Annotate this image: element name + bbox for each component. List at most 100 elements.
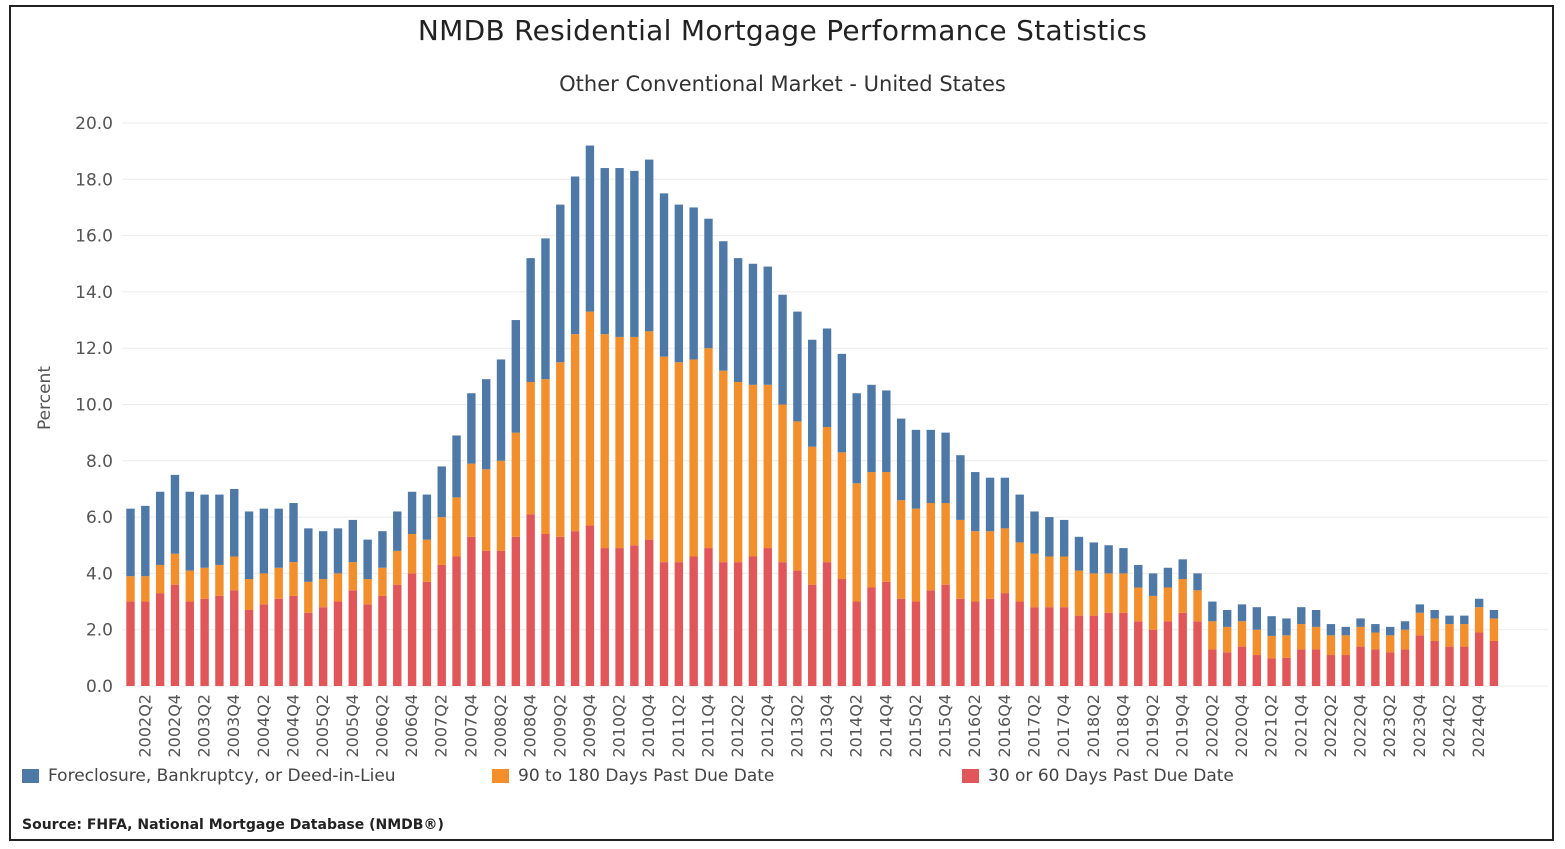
bar-segment-days90[interactable] xyxy=(600,334,609,549)
bar-segment-foreclosure[interactable] xyxy=(1326,624,1336,636)
bar-segment-days30[interactable] xyxy=(1267,658,1276,686)
bar-segment-days30[interactable] xyxy=(452,556,461,686)
bar-segment-days90[interactable] xyxy=(882,472,891,582)
bar-segment-foreclosure[interactable] xyxy=(748,263,758,385)
bar-segment-days30[interactable] xyxy=(556,536,565,686)
bar-segment-days90[interactable] xyxy=(1134,587,1143,622)
bar-segment-days90[interactable] xyxy=(733,381,743,563)
bar-segment-foreclosure[interactable] xyxy=(496,359,506,461)
bar-segment-days30[interactable] xyxy=(437,564,446,686)
bar-segment-foreclosure[interactable] xyxy=(1252,607,1262,630)
bar-segment-foreclosure[interactable] xyxy=(1400,621,1410,630)
bar-segment-days30[interactable] xyxy=(1015,601,1024,686)
bar-segment-foreclosure[interactable] xyxy=(1059,519,1069,557)
bar-segment-days90[interactable] xyxy=(378,567,387,596)
bar-segment-foreclosure[interactable] xyxy=(882,390,891,473)
bar-segment-foreclosure[interactable] xyxy=(185,491,194,571)
bar-segment-foreclosure[interactable] xyxy=(1208,601,1217,622)
bar-segment-foreclosure[interactable] xyxy=(763,266,772,385)
bar-segment-days30[interactable] xyxy=(1178,612,1187,686)
bar-segment-days30[interactable] xyxy=(1400,649,1410,686)
bar-segment-foreclosure[interactable] xyxy=(467,393,476,464)
bar-segment-foreclosure[interactable] xyxy=(689,207,698,360)
bar-segment-days90[interactable] xyxy=(526,381,535,515)
bar-segment-days90[interactable] xyxy=(748,384,758,557)
bar-segment-days90[interactable] xyxy=(185,570,194,602)
bar-segment-days30[interactable] xyxy=(689,556,698,686)
bar-segment-days30[interactable] xyxy=(170,584,180,686)
bar-segment-days30[interactable] xyxy=(1030,607,1039,686)
bar-segment-days90[interactable] xyxy=(615,336,624,549)
bar-segment-days30[interactable] xyxy=(926,590,935,686)
bar-segment-foreclosure[interactable] xyxy=(1045,517,1054,557)
bar-segment-foreclosure[interactable] xyxy=(1371,624,1380,633)
bar-segment-foreclosure[interactable] xyxy=(867,384,876,473)
bar-segment-foreclosure[interactable] xyxy=(570,176,580,335)
bar-segment-days30[interactable] xyxy=(630,545,639,686)
bar-segment-foreclosure[interactable] xyxy=(926,429,935,504)
bar-segment-days90[interactable] xyxy=(363,579,372,605)
bar-segment-foreclosure[interactable] xyxy=(704,218,713,349)
bar-segment-days90[interactable] xyxy=(630,336,639,546)
bar-segment-days30[interactable] xyxy=(1341,655,1350,686)
bar-segment-foreclosure[interactable] xyxy=(1356,618,1365,627)
bar-segment-days30[interactable] xyxy=(511,536,521,686)
bar-segment-days30[interactable] xyxy=(259,604,269,686)
bar-segment-days90[interactable] xyxy=(674,362,684,563)
bar-segment-days30[interactable] xyxy=(1193,621,1202,686)
bar-segment-foreclosure[interactable] xyxy=(941,432,950,504)
bar-segment-days30[interactable] xyxy=(1119,612,1128,686)
bar-segment-days30[interactable] xyxy=(956,598,965,686)
bar-segment-foreclosure[interactable] xyxy=(1282,618,1291,636)
bar-segment-days30[interactable] xyxy=(778,562,787,686)
bar-segment-days90[interactable] xyxy=(689,359,698,557)
bar-segment-days30[interactable] xyxy=(941,584,950,686)
bar-segment-days90[interactable] xyxy=(1119,573,1128,613)
bar-segment-days30[interactable] xyxy=(763,548,772,686)
bar-segment-days90[interactable] xyxy=(1015,542,1024,602)
bar-segment-foreclosure[interactable] xyxy=(585,145,595,312)
bar-segment-days30[interactable] xyxy=(274,598,283,686)
bar-segment-days30[interactable] xyxy=(141,601,150,686)
bar-segment-days30[interactable] xyxy=(1163,621,1173,686)
bar-segment-days90[interactable] xyxy=(719,370,728,563)
bar-segment-days90[interactable] xyxy=(1297,624,1306,650)
bar-segment-days90[interactable] xyxy=(244,579,254,610)
bar-segment-days90[interactable] xyxy=(1311,626,1321,650)
bar-segment-days30[interactable] xyxy=(1148,629,1158,686)
bar-segment-foreclosure[interactable] xyxy=(1474,598,1484,608)
bar-segment-days30[interactable] xyxy=(348,590,357,686)
bar-segment-days30[interactable] xyxy=(1430,640,1439,686)
bar-segment-foreclosure[interactable] xyxy=(1222,610,1232,627)
bar-segment-foreclosure[interactable] xyxy=(793,311,802,422)
bar-segment-days90[interactable] xyxy=(215,564,224,596)
bar-segment-days90[interactable] xyxy=(1371,632,1380,650)
bar-segment-days30[interactable] xyxy=(882,581,891,686)
bar-segment-days30[interactable] xyxy=(1297,649,1306,686)
bar-segment-days30[interactable] xyxy=(1311,649,1321,686)
bar-segment-days90[interactable] xyxy=(126,576,135,602)
bar-segment-days90[interactable] xyxy=(1460,624,1469,647)
bar-segment-days30[interactable] xyxy=(1237,646,1247,686)
bar-segment-days30[interactable] xyxy=(155,593,165,686)
bar-segment-days30[interactable] xyxy=(1134,621,1143,686)
bar-segment-foreclosure[interactable] xyxy=(837,353,847,453)
bar-segment-days90[interactable] xyxy=(1222,626,1232,653)
bar-segment-foreclosure[interactable] xyxy=(215,494,224,565)
bar-segment-days30[interactable] xyxy=(1074,615,1084,687)
bar-segment-foreclosure[interactable] xyxy=(1341,626,1350,636)
bar-segment-foreclosure[interactable] xyxy=(1415,604,1425,613)
bar-segment-days30[interactable] xyxy=(793,570,802,686)
bar-segment-foreclosure[interactable] xyxy=(852,393,861,484)
bar-segment-days30[interactable] xyxy=(526,514,535,686)
bar-segment-days30[interactable] xyxy=(1089,615,1098,687)
bar-segment-days90[interactable] xyxy=(556,362,565,537)
bar-segment-foreclosure[interactable] xyxy=(1104,545,1113,574)
bar-segment-foreclosure[interactable] xyxy=(141,505,150,577)
bar-segment-days30[interactable] xyxy=(481,550,491,686)
bar-segment-days30[interactable] xyxy=(585,525,595,686)
bar-segment-foreclosure[interactable] xyxy=(170,474,180,554)
bar-segment-days90[interactable] xyxy=(1104,573,1113,613)
bar-segment-foreclosure[interactable] xyxy=(659,193,669,357)
bar-segment-days30[interactable] xyxy=(422,581,432,686)
